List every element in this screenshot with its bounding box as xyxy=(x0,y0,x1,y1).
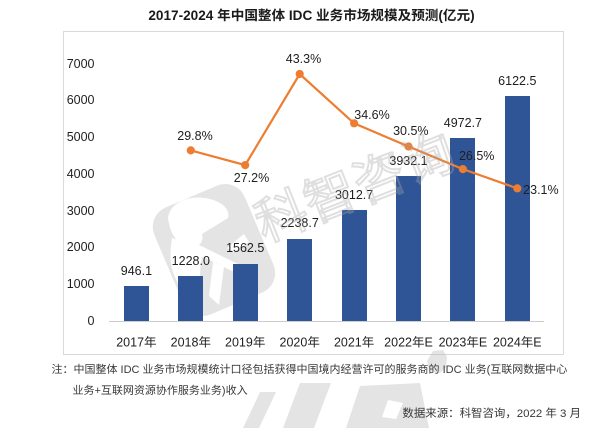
svg-text:科智咨询: 科智咨询 xyxy=(243,111,466,257)
